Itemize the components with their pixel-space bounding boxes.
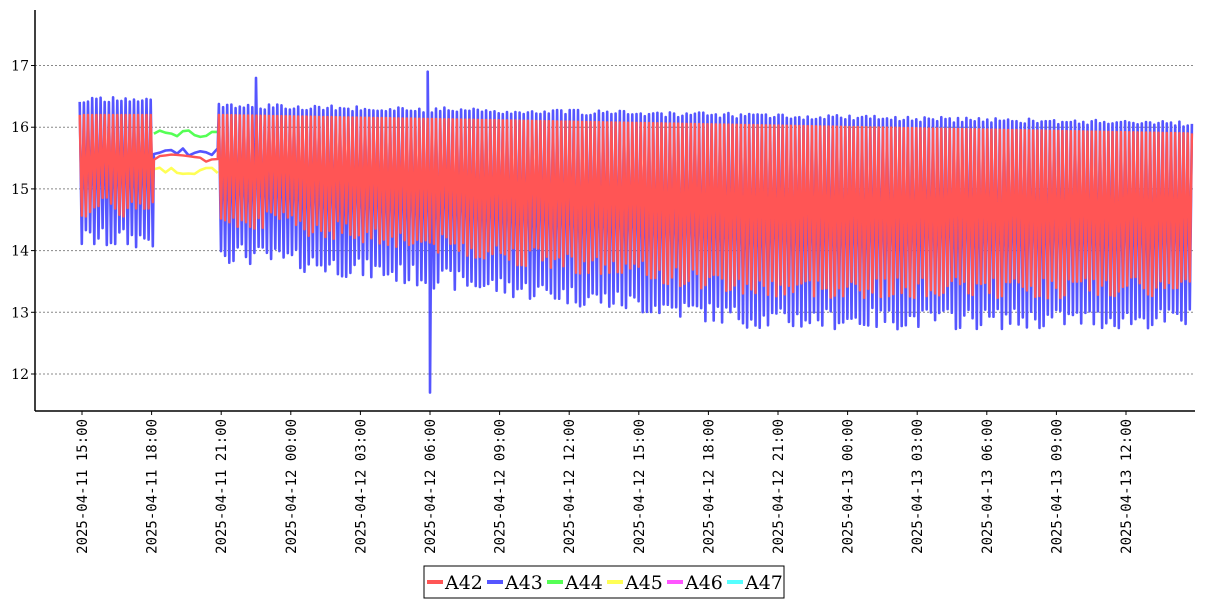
x-tick-label: 2025-04-12 00:00 — [284, 419, 300, 554]
series-line-a44 — [153, 129, 218, 139]
x-tick-label: 2025-04-13 03:00 — [910, 419, 926, 554]
x-tick-label: 2025-04-13 12:00 — [1119, 419, 1135, 554]
x-tick-label: 2025-04-12 03:00 — [353, 419, 369, 554]
x-tick-label: 2025-04-12 09:00 — [493, 419, 509, 554]
x-tick-label: 2025-04-12 18:00 — [701, 419, 717, 554]
x-tick-label: 2025-04-13 00:00 — [841, 419, 857, 554]
x-tick-label: 2025-04-12 21:00 — [771, 419, 787, 554]
x-tick-label: 2025-04-11 21:00 — [214, 419, 230, 554]
x-tick-label: 2025-04-11 18:00 — [145, 419, 161, 554]
legend-label-a43: A43 — [504, 572, 543, 594]
legend-label-a45: A45 — [624, 572, 663, 594]
x-tick-label: 2025-04-12 12:00 — [562, 419, 578, 554]
legend-label-a46: A46 — [684, 572, 723, 594]
y-tick-label: 15 — [11, 182, 29, 198]
series-line-a42 — [78, 113, 1194, 300]
y-tick-label: 13 — [11, 305, 29, 321]
series-line-a45 — [153, 166, 219, 176]
legend-box — [423, 565, 785, 599]
plot-area — [78, 70, 1194, 394]
legend-label-a44: A44 — [564, 572, 603, 594]
x-axis-ticks: 2025-04-11 15:00 2025-04-11 18:00 2025-04-… — [75, 411, 1135, 554]
x-tick-label: 2025-04-13 09:00 — [1049, 419, 1065, 554]
legend-label-a42: A42 — [444, 572, 483, 594]
x-tick-label: 2025-04-13 06:00 — [980, 419, 996, 554]
y-axis-ticks: 12 13 14 15 16 17 — [11, 59, 35, 383]
y-tick-label: 16 — [11, 120, 29, 136]
x-tick-label: 2025-04-12 06:00 — [423, 419, 439, 554]
y-tick-label: 14 — [11, 244, 29, 260]
legend-label-a47: A47 — [744, 572, 783, 594]
x-tick-label: 2025-04-12 15:00 — [632, 419, 648, 554]
y-tick-label: 17 — [11, 59, 29, 75]
y-tick-label: 12 — [11, 367, 29, 383]
legend: A42 A43 A44 A45 A46 A47 — [423, 565, 785, 599]
x-tick-label: 2025-04-11 15:00 — [75, 419, 91, 554]
